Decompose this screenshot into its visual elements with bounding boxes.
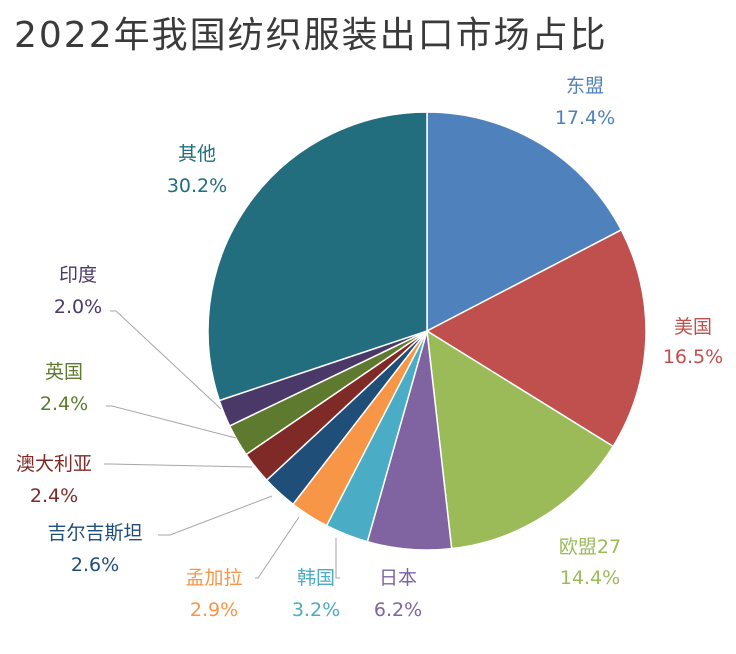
- slice-label-name: 欧盟27: [559, 536, 621, 558]
- leader-line: [255, 516, 300, 579]
- chart-title: 2022年我国纺织服装出口市场占比: [14, 15, 608, 56]
- leader-line: [110, 310, 222, 410]
- slice-label-percent: 16.5%: [663, 346, 723, 368]
- slice-label-percent: 3.2%: [292, 599, 340, 621]
- slice-label-name: 孟加拉: [185, 567, 242, 589]
- slice-label-name: 其他: [178, 143, 216, 165]
- pie-slices: [207, 111, 647, 551]
- pie-slice: [426, 111, 623, 333]
- slice-label-name: 印度: [59, 264, 97, 286]
- slice-label-name: 东盟: [566, 75, 604, 97]
- slice-labels: 东盟 17.4% 美国 16.5% 欧盟27 14.4% 日本 6.2% 韩国 3.2% 孟加拉 2.…: [16, 75, 723, 621]
- slice-label-percent: 14.4%: [560, 567, 620, 589]
- pie-slice: [207, 111, 428, 402]
- leader-line: [158, 495, 273, 536]
- slice-label-percent: 6.2%: [374, 599, 422, 621]
- leader-line: [106, 405, 237, 439]
- slice-label-percent: 2.4%: [40, 393, 88, 415]
- slice-label-name: 澳大利亚: [16, 453, 92, 475]
- leader-line: [104, 463, 253, 468]
- leader-line: [335, 538, 340, 579]
- slice-label-name: 日本: [379, 567, 417, 589]
- slice-label-percent: 17.4%: [555, 107, 615, 129]
- leader-lines: [104, 310, 340, 579]
- slice-label-percent: 30.2%: [167, 175, 227, 197]
- pie-slice: [425, 228, 647, 448]
- slice-label-percent: 2.9%: [190, 599, 238, 621]
- slice-label-name: 韩国: [297, 567, 335, 589]
- slice-label-percent: 2.6%: [71, 554, 119, 576]
- slice-label-percent: 2.0%: [54, 296, 102, 318]
- slice-label-percent: 2.4%: [30, 485, 78, 507]
- slice-label-name: 英国: [45, 361, 83, 383]
- slice-label-name: 吉尔吉斯坦: [47, 522, 142, 544]
- slice-label-name: 美国: [674, 316, 712, 338]
- pie-slice: [426, 329, 615, 550]
